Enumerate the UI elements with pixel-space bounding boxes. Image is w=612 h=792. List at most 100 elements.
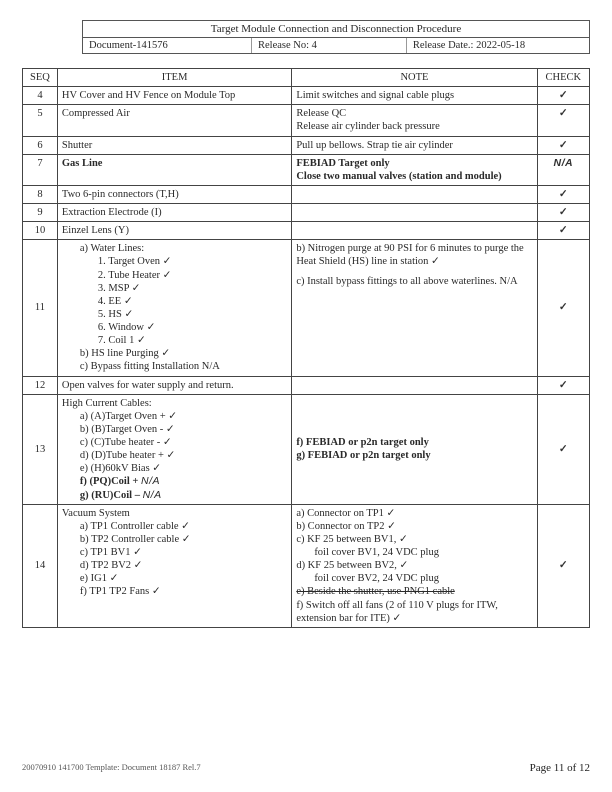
item-line: c) TP1 BV1 ✓	[62, 546, 287, 559]
note	[292, 204, 537, 222]
header-title: Target Module Connection and Disconnecti…	[82, 20, 590, 37]
item-line: a) TP1 Controller cable ✓	[62, 520, 287, 533]
col-seq: SEQ	[23, 69, 58, 87]
item-line: Vacuum System	[62, 507, 287, 520]
item-line: 2. Tube Heater ✓	[62, 269, 287, 282]
table-row: 12 Open valves for water supply and retu…	[23, 376, 590, 394]
note-line: Close two manual valves (station and mod…	[296, 170, 532, 183]
item-line: b) HS line Purging ✓	[62, 347, 287, 360]
note-line: foil cover BV2, 24 VDC plug	[296, 572, 532, 585]
item-line: 3. MSP ✓	[62, 282, 287, 295]
note: b) Nitrogen purge at 90 PSI for 6 minute…	[292, 240, 537, 376]
note: FEBIAD Target only Close two manual valv…	[292, 154, 537, 185]
item-line: f) TP1 TP2 Fans ✓	[62, 585, 287, 598]
seq: 10	[23, 222, 58, 240]
item-line: a) Water Lines:	[62, 242, 287, 255]
item: Open valves for water supply and return.	[57, 376, 291, 394]
item: Einzel Lens (Y)	[57, 222, 291, 240]
item-line: d) (D)Tube heater + ✓	[62, 449, 287, 462]
seq: 6	[23, 136, 58, 154]
note-line: d) KF 25 between BV2, ✓	[296, 559, 532, 572]
col-check: CHECK	[537, 69, 589, 87]
seq: 11	[23, 240, 58, 376]
header-release-date: Release Date.: 2022-05-18	[407, 38, 589, 53]
footer-page: Page 11 of 12	[530, 762, 590, 774]
note: Limit switches and signal cable plugs	[292, 87, 537, 105]
note-line: FEBIAD Target only	[296, 157, 532, 170]
seq: 9	[23, 204, 58, 222]
table-row: 4 HV Cover and HV Fence on Module Top Li…	[23, 87, 590, 105]
table-row: 11 a) Water Lines: 1. Target Oven ✓ 2. T…	[23, 240, 590, 376]
item: Gas Line	[57, 154, 291, 185]
check-icon: ✓	[537, 136, 589, 154]
item-line: g) (RU)Coil – N/A	[62, 489, 287, 502]
note	[292, 222, 537, 240]
check-icon: ✓	[537, 376, 589, 394]
note: f) FEBIAD or p2n target only g) FEBIAD o…	[292, 394, 537, 504]
item-line: e) IG1 ✓	[62, 572, 287, 585]
check-icon: ✓	[537, 87, 589, 105]
item-line: c) Bypass fitting Installation N/A	[62, 360, 287, 373]
table-row: 9 Extraction Electrode (I) ✓	[23, 204, 590, 222]
note-line: c) Install bypass fittings to all above …	[296, 275, 532, 288]
check-icon: ✓	[537, 240, 589, 376]
table-row: 7 Gas Line FEBIAD Target only Close two …	[23, 154, 590, 185]
check-icon: ✓	[537, 504, 589, 627]
seq: 7	[23, 154, 58, 185]
item-line: High Current Cables:	[62, 397, 287, 410]
note-line: Release QC	[296, 107, 532, 120]
note	[292, 185, 537, 203]
note: Release QC Release air cylinder back pre…	[292, 105, 537, 136]
header-doc: Document-141576	[83, 38, 252, 53]
check-icon: ✓	[537, 105, 589, 136]
table-row: 10 Einzel Lens (Y) ✓	[23, 222, 590, 240]
seq: 14	[23, 504, 58, 627]
seq: 5	[23, 105, 58, 136]
note-line: foil cover BV1, 24 VDC plug	[296, 546, 532, 559]
item: Two 6-pin connectors (T,H)	[57, 185, 291, 203]
footer: 20070910 141700 Template: Document 18187…	[22, 762, 590, 774]
bold-text: g) (RU)Coil –	[80, 490, 143, 501]
note-line: f) FEBIAD or p2n target only	[296, 436, 532, 449]
item-line: f) (PQ)Coil + N/A	[62, 475, 287, 488]
bold-text: f) (PQ)Coil +	[80, 476, 141, 487]
item: HV Cover and HV Fence on Module Top	[57, 87, 291, 105]
note-line: f) Switch off all fans (2 of 110 V plugs…	[296, 599, 532, 625]
check-na: N/A	[537, 154, 589, 185]
header-meta: Document-141576 Release No: 4 Release Da…	[82, 37, 590, 54]
seq: 4	[23, 87, 58, 105]
note: a) Connector on TP1 ✓ b) Connector on TP…	[292, 504, 537, 627]
handwriting: N/A	[141, 475, 160, 487]
check-icon: ✓	[537, 204, 589, 222]
item-line: e) (H)60kV Bias ✓	[62, 462, 287, 475]
item-line: 5. HS ✓	[62, 308, 287, 321]
item-line: a) (A)Target Oven + ✓	[62, 410, 287, 423]
note-line: a) Connector on TP1 ✓	[296, 507, 532, 520]
procedure-table: SEQ ITEM NOTE CHECK 4 HV Cover and HV Fe…	[22, 68, 590, 628]
note-line: c) KF 25 between BV1, ✓	[296, 533, 532, 546]
item: High Current Cables: a) (A)Target Oven +…	[57, 394, 291, 504]
item: a) Water Lines: 1. Target Oven ✓ 2. Tube…	[57, 240, 291, 376]
header-release-no: Release No: 4	[252, 38, 407, 53]
col-item: ITEM	[57, 69, 291, 87]
note	[292, 376, 537, 394]
item-line: 7. Coil 1 ✓	[62, 334, 287, 347]
seq: 13	[23, 394, 58, 504]
item-line: d) TP2 BV2 ✓	[62, 559, 287, 572]
check-icon: ✓	[537, 185, 589, 203]
footer-template: 20070910 141700 Template: Document 18187…	[22, 762, 201, 774]
item: Extraction Electrode (I)	[57, 204, 291, 222]
note-line: b) Nitrogen purge at 90 PSI for 6 minute…	[296, 242, 532, 268]
table-row: 13 High Current Cables: a) (A)Target Ove…	[23, 394, 590, 504]
table-row: 14 Vacuum System a) TP1 Controller cable…	[23, 504, 590, 627]
item-line: c) (C)Tube heater - ✓	[62, 436, 287, 449]
item: Compressed Air	[57, 105, 291, 136]
item-line: 4. EE ✓	[62, 295, 287, 308]
table-row: 6 Shutter Pull up bellows. Strap tie air…	[23, 136, 590, 154]
note-line: g) FEBIAD or p2n target only	[296, 449, 532, 462]
table-row: 8 Two 6-pin connectors (T,H) ✓	[23, 185, 590, 203]
note: Pull up bellows. Strap tie air cylinder	[292, 136, 537, 154]
handwriting: N/A	[143, 489, 162, 501]
item-line: 1. Target Oven ✓	[62, 255, 287, 268]
note-line: Release air cylinder back pressure	[296, 120, 532, 133]
